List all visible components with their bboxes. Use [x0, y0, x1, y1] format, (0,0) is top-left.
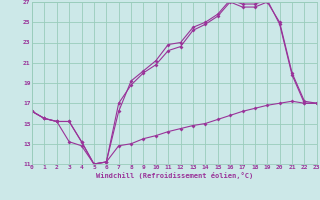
- X-axis label: Windchill (Refroidissement éolien,°C): Windchill (Refroidissement éolien,°C): [96, 172, 253, 179]
